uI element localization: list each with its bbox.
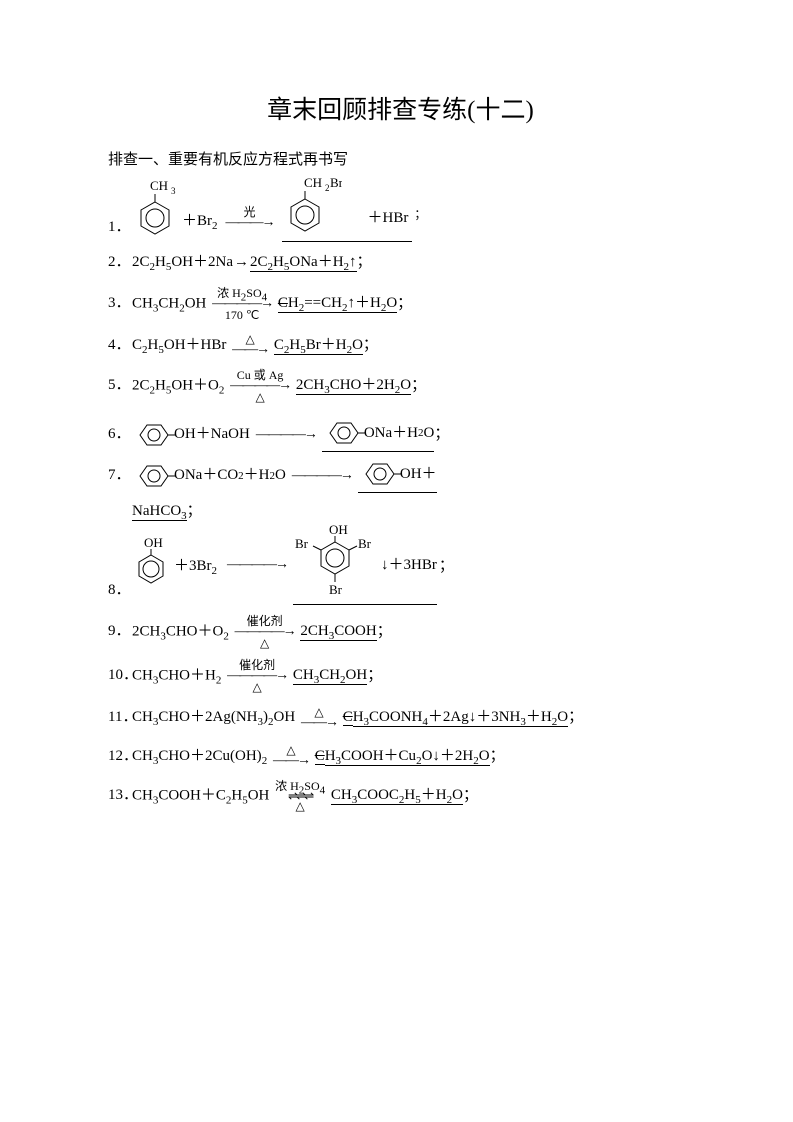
eq-num: 1．: [108, 215, 132, 236]
equation-11: 11．CH3CHO＋2Ag(NH3)2OH △——→ CH3COONH4＋2Ag…: [108, 703, 693, 732]
arrow-light: 光 ———→: [226, 206, 274, 230]
equation-5: 5．2C2H5OH＋O2 Cu 或 Ag————→△ 2CH3CHO＋2H2O；: [108, 369, 693, 403]
product-1: CH2Br ＋HBr: [282, 177, 413, 242]
benzylbromide-structure: CH2Br: [282, 177, 342, 239]
svg-text:CH: CH: [304, 177, 322, 190]
svg-text:OH: OH: [144, 537, 163, 550]
equation-10: 10．CH3CHO＋H2 催化剂————→△ CH3CH2OH；: [108, 659, 693, 693]
section-subtitle: 排查一、重要有机反应方程式再书写: [108, 148, 693, 169]
svg-text:Br: Br: [330, 177, 342, 190]
equation-2: 2．2C2H5OH＋2Na→2C2H5ONa＋H2↑；: [108, 248, 693, 277]
svg-text:Br: Br: [295, 536, 309, 551]
equation-8: 8． OH ＋3Br2 ————→ OH Br Br Br ↓＋3HBr ；: [108, 524, 693, 605]
svg-text:Br: Br: [329, 582, 343, 597]
page-title: 章末回顾排查专练(十二): [108, 90, 693, 126]
svg-text:3: 3: [171, 186, 176, 196]
equation-7-cont: NaHCO3；: [132, 499, 693, 520]
equation-3: 3．CH3CH2OH 浓 H2SO4————→170 ℃ CH2==CH2↑＋H…: [108, 287, 693, 321]
svg-text:Br: Br: [358, 536, 372, 551]
svg-text:CH: CH: [150, 180, 168, 193]
equation-1: 1． CH3 ＋Br2 光 ———→ CH2Br ＋HBr ；: [108, 177, 693, 242]
semi: ；: [414, 205, 426, 222]
plus-br2: ＋Br2: [182, 209, 218, 230]
equation-7: 7． ONa ＋CO2＋H2O ————→ OH ＋: [108, 458, 693, 493]
equation-6: 6． OH ＋NaOH ————→ ONa ＋H2O ；: [108, 417, 693, 452]
svg-text:2: 2: [325, 183, 330, 193]
toluene-structure: CH3: [132, 180, 178, 242]
equation-4: 4．C2H5OH＋HBr △——→ C2H5Br＋H2O；: [108, 331, 693, 360]
equation-9: 9．2CH3CHO＋O2 催化剂————→△ 2CH3COOH；: [108, 615, 693, 649]
equation-12: 12．CH3CHO＋2Cu(OH)2 △——→ CH3COOH＋Cu2O↓＋2H…: [108, 742, 693, 771]
equation-13: 13．CH3COOH＋C2H5OH 浓 H2SO4⇌⇌⇌△ CH3COOC2H5…: [108, 780, 693, 812]
svg-text:OH: OH: [329, 524, 348, 537]
